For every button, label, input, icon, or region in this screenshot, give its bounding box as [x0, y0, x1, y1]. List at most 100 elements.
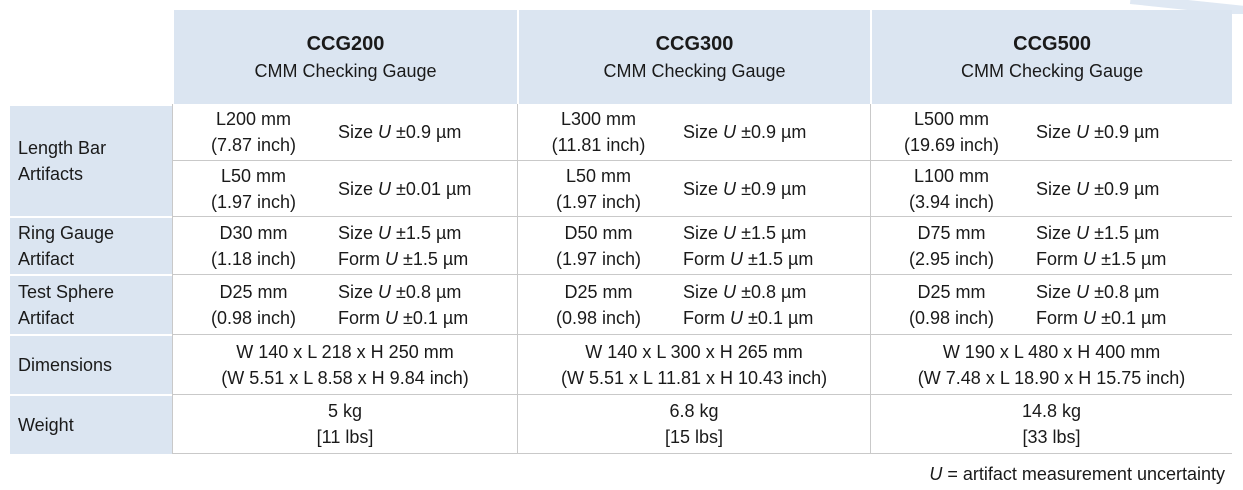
value-inch: (0.98 inch) [909, 307, 995, 328]
uncertainty-symbol: U [378, 122, 392, 142]
uncertainty-value: ±0.1 µm [403, 307, 469, 328]
value-mm: D25 mm [564, 281, 633, 302]
row-label-test-sphere: Test Sphere Artifact [10, 274, 172, 334]
value-mm: D30 mm [219, 222, 288, 243]
uncertainty-symbol: U [723, 281, 737, 302]
uncertainty-symbol: U [1083, 307, 1097, 328]
length-bar-short-uncertainty: Size U ±0.9 µm [679, 160, 871, 216]
value-mm: D25 mm [219, 281, 288, 302]
uncertainty-symbol: U [378, 178, 392, 199]
row-label-line: Ring Gauge [18, 223, 115, 243]
value-kg: 6.8 kg [669, 401, 719, 421]
model-header-ccg300: CCG300 CMM Checking Gauge [517, 10, 871, 104]
form-prefix: Form [1036, 248, 1079, 269]
row-label-line: Artifact [18, 249, 75, 269]
test-sphere-size: D25 mm (0.98 inch) [172, 274, 334, 334]
length-bar-row-short: L50 mm (1.97 inch) Size U ±0.01 µm L50 m… [10, 160, 1233, 216]
uncertainty-symbol: U [378, 281, 392, 302]
size-prefix: Size [683, 122, 719, 142]
length-bar-row-long: Length Bar Artifacts L200 mm (7.87 inch)… [10, 104, 1232, 216]
test-sphere-size: D25 mm (0.98 inch) [870, 274, 1033, 334]
value-inch: (1.18 inch) [210, 248, 297, 269]
uncertainty-symbol: U [1083, 248, 1097, 269]
value-kg: 14.8 kg [1022, 401, 1082, 421]
weight-cell: 14.8 kg [33 lbs] [870, 394, 1233, 454]
uncertainty-symbol: U [730, 248, 744, 269]
footnote-symbol: U [929, 464, 943, 484]
value-inch: (1.97 inch) [555, 191, 642, 212]
row-label-line: Test Sphere [18, 282, 115, 302]
length-bar-long-uncertainty: Size U ±0.9 µm [679, 104, 870, 160]
uncertainty-symbol: U [1076, 122, 1090, 142]
value-mm: L500 mm [914, 109, 990, 129]
uncertainty-value: ±0.1 µm [748, 307, 814, 328]
value-lbs: [15 lbs] [665, 427, 724, 447]
value-mm: D75 mm [917, 222, 986, 243]
uncertainty-symbol: U [385, 248, 399, 269]
ring-gauge-row: Ring Gauge Artifact D30 mm (1.18 inch) S… [10, 216, 1233, 274]
value-kg: 5 kg [327, 401, 363, 421]
value-inch: (0.98 inch) [555, 307, 642, 328]
length-bar-long-uncertainty: Size U ±0.9 µm [334, 104, 517, 160]
uncertainty-symbol: U [1076, 222, 1090, 243]
uncertainty-symbol: U [723, 178, 737, 199]
model-header-ccg200: CCG200 CMM Checking Gauge [172, 10, 518, 104]
model-name: CCG500 [1013, 33, 1091, 55]
row-label-weight: Weight [10, 394, 172, 454]
uncertainty-value: ±0.9 µm [396, 122, 462, 142]
value-inch: (7.87 inch) [210, 135, 297, 155]
value-mm: L50 mm [220, 165, 287, 186]
value-inch: (1.97 inch) [210, 191, 297, 212]
form-prefix: Form [338, 248, 380, 269]
form-prefix: Form [338, 307, 380, 328]
dimensions-cell: W 140 x L 218 x H 250 mm (W 5.51 x L 8.5… [172, 334, 518, 394]
value-mm: L100 mm [914, 165, 990, 186]
value-mm: L300 mm [560, 109, 637, 129]
length-bar-long-size: L500 mm (19.69 inch) [870, 104, 1032, 160]
length-bar-long-size: L300 mm (11.81 inch) [517, 104, 679, 160]
size-prefix: Size [338, 178, 374, 199]
test-sphere-size: D25 mm (0.98 inch) [517, 274, 680, 334]
weight-cell: 6.8 kg [15 lbs] [517, 394, 871, 454]
uncertainty-value: ±0.9 µm [741, 178, 807, 199]
size-prefix: Size [683, 222, 719, 243]
uncertainty-symbol: U [378, 222, 392, 243]
value-mm: D25 mm [917, 281, 986, 302]
test-sphere-uncertainty: Size U ±0.8 µm Form U ±0.1 µm [1032, 274, 1233, 334]
uncertainty-symbol: U [1076, 281, 1090, 302]
footnote: U = artifact measurement uncertainty [929, 461, 1225, 487]
uncertainty-value: ±0.1 µm [1101, 307, 1167, 328]
uncertainty-value: ±1.5 µm [1094, 222, 1160, 243]
uncertainty-value: ±1.5 µm [403, 248, 469, 269]
ring-gauge-size: D50 mm (1.97 inch) [517, 216, 680, 274]
size-prefix: Size [683, 281, 719, 302]
specification-table: CCG200 CMM Checking Gauge CCG300 CMM Che… [10, 10, 1233, 454]
uncertainty-symbol: U [385, 307, 399, 328]
ring-gauge-uncertainty: Size U ±1.5 µm Form U ±1.5 µm [1032, 216, 1233, 274]
size-prefix: Size [338, 222, 374, 243]
uncertainty-value: ±0.8 µm [396, 281, 462, 302]
uncertainty-value: ±0.9 µm [1094, 122, 1160, 142]
weight-row: Weight 5 kg [11 lbs] 6.8 kg [15 lbs] 14.… [10, 394, 1233, 454]
uncertainty-value: ±1.5 µm [1101, 248, 1167, 269]
header-corner [10, 10, 172, 104]
uncertainty-symbol: U [1076, 178, 1090, 199]
length-bar-long-size: L200 mm (7.87 inch) [172, 104, 334, 160]
value-mm: L50 mm [566, 165, 632, 186]
row-label-line: Weight [18, 415, 74, 435]
size-prefix: Size [338, 281, 374, 302]
model-subtitle: CMM Checking Gauge [603, 61, 786, 81]
header-row: CCG200 CMM Checking Gauge CCG300 CMM Che… [10, 10, 1233, 104]
ring-gauge-uncertainty: Size U ±1.5 µm Form U ±1.5 µm [334, 216, 518, 274]
row-label-line: Artifacts [18, 164, 84, 184]
length-bar-short-size: L50 mm (1.97 inch) [517, 160, 680, 216]
uncertainty-value: ±0.8 µm [741, 281, 807, 302]
row-label-length-bar: Length Bar Artifacts [10, 104, 172, 216]
model-name: CCG200 [306, 33, 385, 55]
form-prefix: Form [1036, 307, 1079, 328]
uncertainty-value: ±0.9 µm [1094, 178, 1160, 199]
dimensions-cell: W 190 x L 480 x H 400 mm (W 7.48 x L 18.… [870, 334, 1233, 394]
form-prefix: Form [683, 248, 726, 269]
row-label-line: Length Bar [18, 138, 107, 158]
